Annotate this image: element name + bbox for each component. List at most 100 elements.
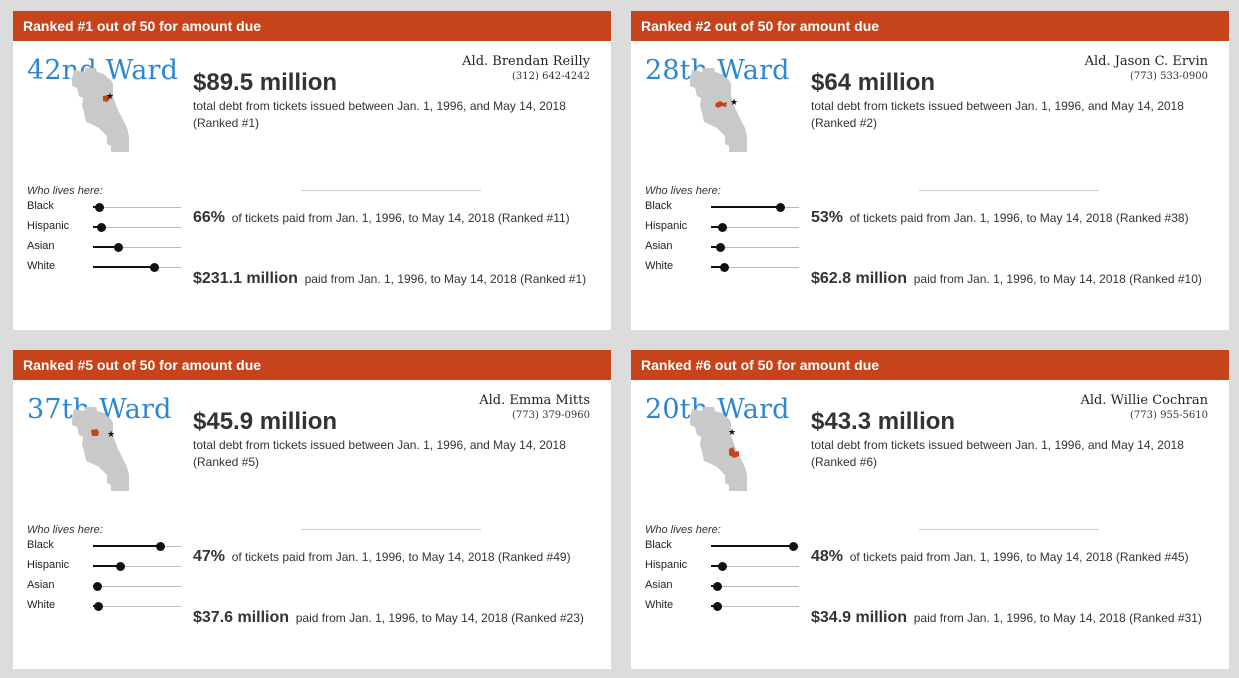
- demographic-bar-track: [93, 243, 181, 252]
- paid-amount-line: $62.8 million paid from Jan. 1, 1996, to…: [811, 267, 1211, 291]
- demographic-bar-fill: [93, 565, 121, 567]
- ward-card: Ranked #5 out of 50 for amount due 37th …: [13, 350, 611, 669]
- demographic-bar-track: [711, 203, 799, 212]
- alderman-name: Ald. Jason C. Ervin: [1084, 54, 1208, 69]
- demographic-row-white: White: [645, 259, 799, 275]
- demographic-dot: [717, 562, 727, 571]
- ward-highlight: [729, 447, 739, 458]
- paid-amount-description: paid from Jan. 1, 1996, to May 14, 2018 …: [913, 611, 1202, 625]
- demographic-row-asian: Asian: [27, 239, 181, 255]
- total-debt-description: total debt from tickets issued between J…: [811, 99, 1184, 130]
- demographic-label: Black: [645, 200, 672, 212]
- demographic-bar-track: [93, 562, 181, 571]
- demographic-row-black: Black: [27, 199, 181, 215]
- demographic-dot: [713, 582, 723, 591]
- total-debt-description: total debt from tickets issued between J…: [193, 99, 566, 130]
- rank-header: Ranked #5 out of 50 for amount due: [13, 350, 611, 380]
- alderman-name: Ald. Emma Mitts: [479, 393, 590, 408]
- demographic-row-hispanic: Hispanic: [645, 219, 799, 235]
- demographic-bar-track: [711, 243, 799, 252]
- stats-panel: $43.3 million total debt from tickets is…: [811, 408, 1211, 626]
- demographic-bar-track: [711, 223, 799, 232]
- alderman-phone: (312) 642-4242: [512, 71, 590, 82]
- demographic-bar-track: [93, 542, 181, 551]
- city-hall-star-icon: ★: [730, 98, 738, 108]
- alderman-info: Ald. Willie Cochran (773) 955-5610: [1081, 393, 1209, 421]
- demographic-label: White: [27, 260, 56, 272]
- city-hall-star-icon: ★: [106, 92, 114, 102]
- paid-amount: $34.9 million: [811, 609, 908, 626]
- who-lives-here-label: Who lives here:: [645, 524, 721, 536]
- paid-amount-description: paid from Jan. 1, 1996, to May 14, 2018 …: [913, 272, 1202, 286]
- demographic-label: White: [27, 599, 56, 611]
- demographic-bar-fill: [711, 545, 793, 547]
- demographic-row-hispanic: Hispanic: [27, 219, 181, 235]
- demographic-row-white: White: [27, 598, 181, 614]
- stats-panel: $64 million total debt from tickets issu…: [811, 69, 1211, 287]
- paid-percent-line: 47% of tickets paid from Jan. 1, 1996, t…: [193, 545, 593, 569]
- chicago-outline: [690, 407, 747, 491]
- alderman-name: Ald. Brendan Reilly: [462, 54, 590, 69]
- demographic-row-white: White: [645, 598, 799, 614]
- stats-panel: $45.9 million total debt from tickets is…: [193, 408, 593, 626]
- demographic-dot: [94, 602, 104, 611]
- who-lives-here-label: Who lives here:: [27, 185, 103, 197]
- total-debt-amount: $89.5 million: [193, 69, 338, 96]
- who-lives-here-label: Who lives here:: [645, 185, 721, 197]
- demographic-dot: [155, 542, 165, 551]
- demographic-label: Black: [645, 539, 672, 551]
- demographic-bar-track: [93, 582, 181, 591]
- alderman-name: Ald. Willie Cochran: [1080, 393, 1209, 408]
- demographic-label: Asian: [645, 579, 673, 591]
- ward-highlight: [715, 101, 727, 108]
- demographic-label: Asian: [645, 240, 673, 252]
- demographic-bar-track: [711, 263, 799, 272]
- paid-percent-description: of tickets paid from Jan. 1, 1996, to Ma…: [231, 550, 571, 564]
- divider: [919, 529, 1099, 530]
- rank-header: Ranked #2 out of 50 for amount due: [631, 11, 1229, 41]
- demographic-row-hispanic: Hispanic: [27, 558, 181, 574]
- paid-percent-line: 48% of tickets paid from Jan. 1, 1996, t…: [811, 545, 1211, 569]
- divider: [919, 190, 1099, 191]
- divider: [301, 529, 481, 530]
- demographic-bar-fill: [93, 545, 160, 547]
- chicago-ward-map: ★: [72, 68, 129, 152]
- total-debt-description: total debt from tickets issued between J…: [811, 438, 1184, 469]
- paid-percent-description: of tickets paid from Jan. 1, 1996, to Ma…: [231, 211, 570, 225]
- demographic-row-asian: Asian: [645, 239, 799, 255]
- paid-percent: 47%: [193, 548, 226, 565]
- stats-panel: $89.5 million total debt from tickets is…: [193, 69, 593, 287]
- ward-highlight: [91, 429, 99, 436]
- demographic-bar-fill: [711, 246, 720, 248]
- demographic-bar-track: [711, 582, 799, 591]
- chicago-ward-map: ★: [690, 68, 747, 152]
- paid-amount-description: paid from Jan. 1, 1996, to May 14, 2018 …: [295, 611, 584, 625]
- demographic-row-asian: Asian: [27, 578, 181, 594]
- paid-percent-line: 66% of tickets paid from Jan. 1, 1996, t…: [193, 206, 593, 230]
- demographic-bar-track: [711, 542, 799, 551]
- demographic-label: Asian: [27, 579, 55, 591]
- demographic-label: White: [645, 599, 674, 611]
- demographic-row-asian: Asian: [645, 578, 799, 594]
- city-hall-star-icon: ★: [728, 428, 736, 438]
- demographic-dot: [718, 223, 728, 232]
- demographic-dot: [788, 542, 798, 551]
- demographic-bar-fill: [711, 565, 722, 567]
- paid-percent: 48%: [811, 548, 844, 565]
- demographic-label: Hispanic: [645, 220, 688, 232]
- paid-amount-line: $231.1 million paid from Jan. 1, 1996, t…: [193, 267, 593, 291]
- alderman-phone: (773) 955-5610: [1130, 410, 1208, 421]
- demographic-bar-track: [93, 203, 181, 212]
- rank-header: Ranked #6 out of 50 for amount due: [631, 350, 1229, 380]
- paid-amount-description: paid from Jan. 1, 1996, to May 14, 2018 …: [304, 272, 587, 286]
- demographic-dot: [93, 582, 103, 591]
- demographic-dot: [95, 203, 105, 212]
- demographic-label: Hispanic: [645, 559, 688, 571]
- demographic-label: Hispanic: [27, 559, 70, 571]
- demographic-bar-track: [711, 562, 799, 571]
- demographic-dot: [113, 243, 123, 252]
- who-lives-here-label: Who lives here:: [27, 524, 103, 536]
- paid-amount: $37.6 million: [193, 609, 290, 626]
- city-hall-star-icon: ★: [107, 430, 115, 440]
- demographic-bar-fill: [711, 226, 723, 228]
